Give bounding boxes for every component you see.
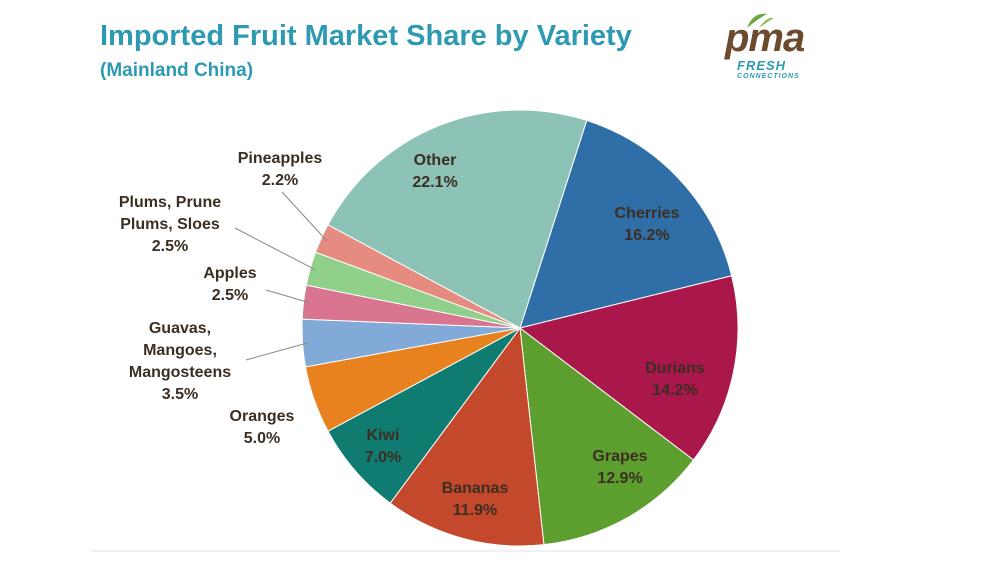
category-label: Oranges: [229, 408, 295, 425]
category-label: Kiwi: [366, 427, 400, 444]
slice-label: Grapes 12.9%: [592, 446, 647, 490]
slice-label: Cherries 16.2%: [615, 203, 680, 247]
pie-slice: [389, 326, 545, 547]
slice-label: Bananas 11.9%: [442, 478, 509, 522]
value-label: 11.9%: [452, 502, 498, 519]
logo: pma FRESH CONNECTIONS: [725, 13, 835, 80]
slice-label: Oranges 5.0%: [230, 406, 295, 450]
leader-line: [234, 227, 317, 271]
category-label: Grapes: [592, 448, 648, 465]
leader-line: [265, 289, 310, 304]
slice-label: Apples 2.5%: [203, 263, 256, 307]
category-label: Pineapples: [237, 150, 323, 167]
value-label: 5.0%: [243, 430, 281, 447]
pie-slice: [519, 326, 695, 546]
slice-label: Other 22.1%: [412, 150, 457, 194]
category-label: Durians: [645, 360, 705, 377]
chart-title: Imported Fruit Market Share by Variety: [100, 20, 632, 52]
value-label: 2.2%: [261, 172, 299, 189]
leader-line: [245, 342, 309, 361]
value-label: 12.9%: [597, 470, 643, 487]
slice-label: Durians 14.2%: [645, 358, 705, 402]
slice-label: Kiwi 7.0%: [365, 425, 401, 469]
value-label: 3.5%: [161, 386, 199, 403]
value-label: 22.1%: [412, 174, 458, 191]
logo-line: FRESH: [737, 58, 787, 73]
logo-leaf: [747, 13, 774, 28]
value-label: 14.2%: [652, 382, 698, 399]
pie-slice: [518, 275, 739, 461]
category-label: Apples: [203, 265, 257, 282]
logo-brand: pma: [725, 16, 805, 60]
value-label: 2.5%: [211, 287, 249, 304]
category-label: Other: [413, 152, 457, 169]
category-label: Plums, Prune Plums, Sloes: [118, 194, 222, 233]
pie-slice: [327, 109, 588, 329]
category-label: Bananas: [441, 480, 509, 497]
slice-label: Pineapples 2.2%: [238, 148, 322, 192]
value-label: 2.5%: [151, 238, 189, 255]
chart-subtitle: (Mainland China): [100, 60, 254, 81]
slice-label: Plums, Prune Plums, Sloes 2.5%: [119, 192, 221, 258]
category-label: Cherries: [614, 205, 680, 222]
value-label: 7.0%: [364, 449, 402, 466]
category-label: Guavas, Mangoes, Mangosteens: [128, 320, 232, 381]
leader-line: [281, 191, 328, 242]
value-label: 16.2%: [624, 227, 670, 244]
pie-slice: [519, 119, 733, 329]
slice-label: Guavas, Mangoes, Mangosteens 3.5%: [129, 318, 231, 406]
logo-line: CONNECTIONS: [737, 73, 800, 80]
